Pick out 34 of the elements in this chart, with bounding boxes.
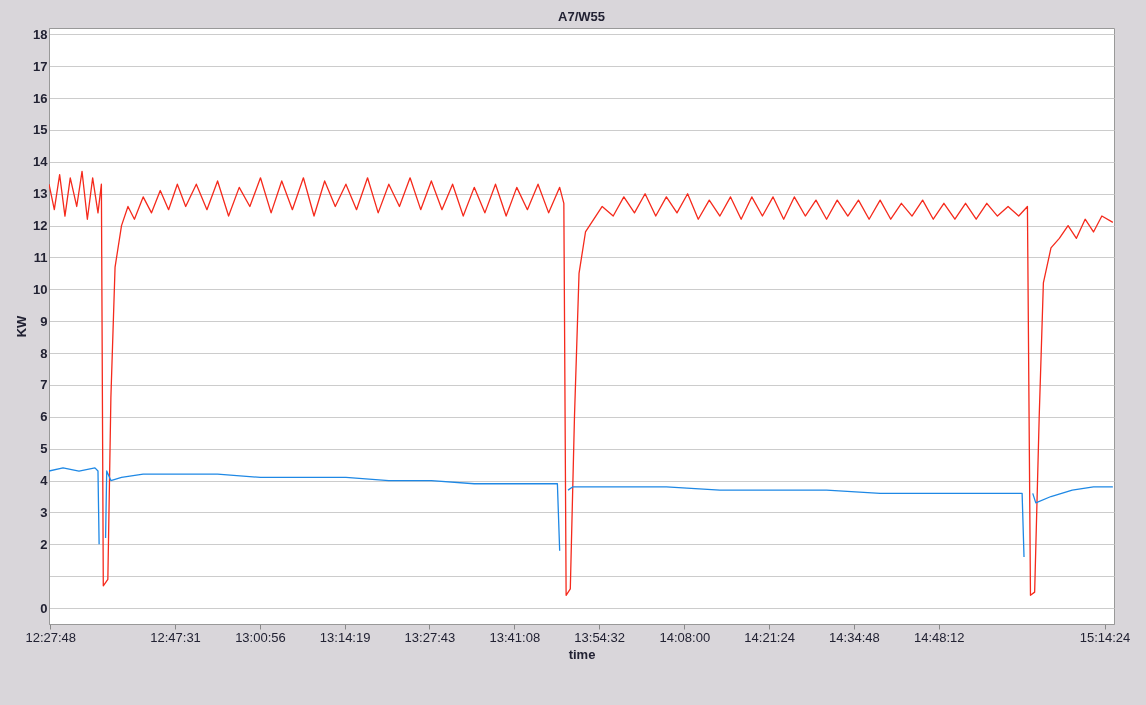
y-tick-label: 5 — [40, 441, 48, 457]
x-tick-label: 13:27:43 — [404, 629, 456, 645]
x-tick-label: 15:14:24 — [1079, 629, 1131, 645]
y-tick-label: 10 — [33, 281, 48, 297]
line-series — [49, 170, 1114, 596]
y-tick-label: 2 — [40, 536, 48, 552]
x-tick-label: 13:14:19 — [319, 629, 371, 645]
x-tick-label: 14:08:00 — [659, 629, 711, 645]
chart-title: A7/W55 — [558, 9, 605, 24]
x-tick-label: 13:41:08 — [489, 629, 541, 645]
x-tick-label: 14:21:24 — [744, 629, 795, 645]
y-tick-label: 6 — [40, 409, 48, 425]
x-tick-label: 13:54:32 — [574, 629, 625, 645]
y-tick-label: 16 — [33, 90, 48, 106]
y-axis-title: KW — [14, 314, 30, 338]
x-tick-label: 14:34:48 — [829, 629, 880, 645]
y-tick-label: 8 — [40, 345, 48, 361]
y-tick-label: 18 — [33, 26, 48, 42]
y-tick-label: 9 — [40, 313, 48, 329]
y-tick-label: 17 — [33, 58, 48, 74]
y-tick-label: 14 — [33, 154, 49, 170]
y-tick-label: 4 — [40, 473, 49, 489]
y-tick-label: 15 — [33, 122, 48, 138]
x-tick-label: 12:47:31 — [150, 629, 201, 645]
x-tick-label: 13:00:56 — [235, 629, 286, 645]
x-axis-title: time — [568, 646, 596, 662]
y-tick-label: 11 — [33, 249, 48, 265]
y-tick-label: 7 — [40, 377, 48, 393]
y-tick-label: 12 — [33, 218, 48, 234]
y-tick-label: 0 — [40, 600, 48, 616]
x-tick-label: 14:48:12 — [913, 629, 965, 645]
y-tick-label: 13 — [33, 186, 48, 202]
x-tick-label: 12:27:48 — [25, 629, 77, 645]
y-tick-label: 3 — [40, 504, 48, 520]
